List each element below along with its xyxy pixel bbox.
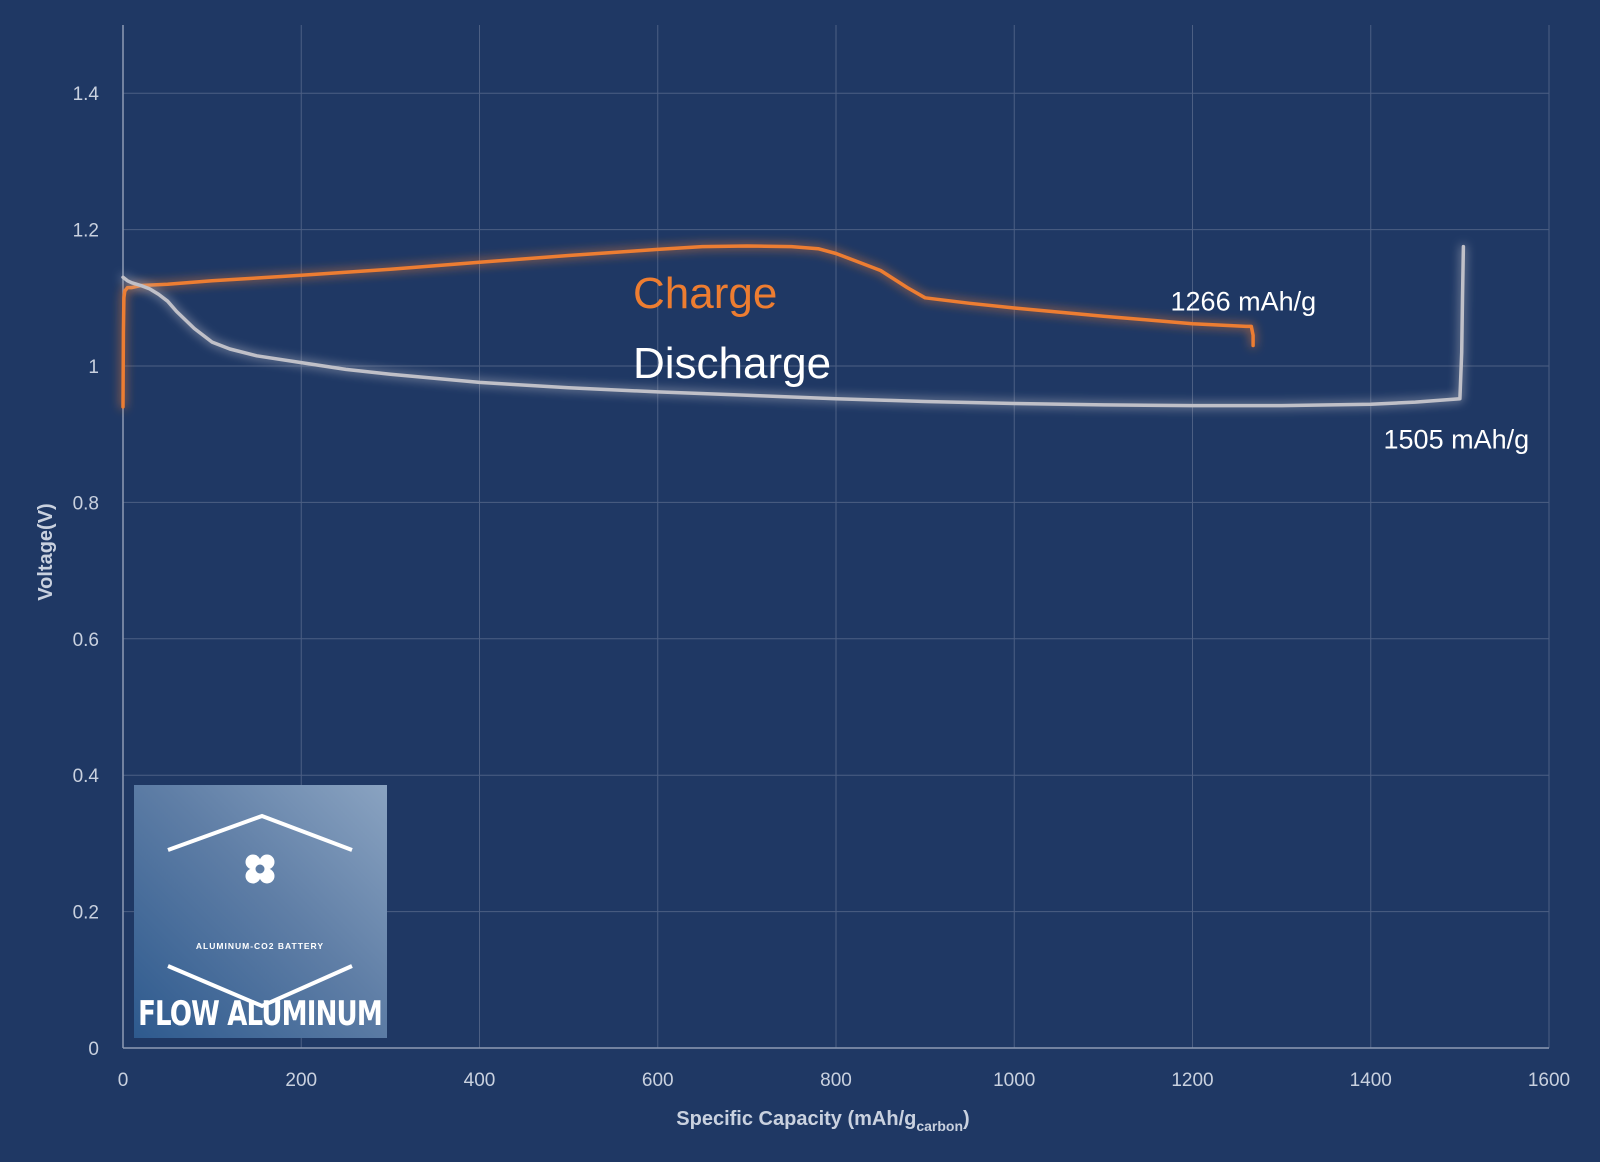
y-tick-label-0: 0 bbox=[88, 1039, 99, 1060]
data-series bbox=[121, 244, 1466, 409]
logo-tagline: ALUMINUM-CO2 BATTERY bbox=[196, 941, 324, 951]
axes bbox=[122, 25, 1549, 1049]
y-tick-label-0.8: 0.8 bbox=[73, 493, 99, 514]
x-tick-label-800: 800 bbox=[820, 1070, 852, 1091]
y-tick-label-1: 1 bbox=[88, 357, 99, 378]
logo-flower-icon bbox=[245, 854, 275, 884]
annotation-charge-capacity: 1266 mAh/g bbox=[1171, 286, 1317, 316]
y-axis-title: Voltage(V) bbox=[35, 503, 57, 600]
y-tick-label-1.2: 1.2 bbox=[73, 221, 99, 242]
legend-label-charge: Charge bbox=[633, 269, 777, 318]
annotation-discharge-capacity: 1505 mAh/g bbox=[1384, 425, 1530, 455]
series-line-charge bbox=[121, 244, 1255, 409]
x-axis-title: Specific Capacity (mAh/gcarbon) bbox=[676, 1108, 969, 1134]
y-tick-label-0.6: 0.6 bbox=[73, 630, 99, 651]
logo-top-chevron bbox=[167, 813, 353, 852]
x-tick-label-1000: 1000 bbox=[993, 1070, 1035, 1091]
y-tick-label-1.4: 1.4 bbox=[73, 84, 100, 105]
x-tick-label-0: 0 bbox=[118, 1070, 129, 1091]
tick-labels: 0 200 400 600 800 1000 1200 1400 1600 0 0.2 0.4 0.6 0… bbox=[73, 84, 1571, 1091]
x-tick-label-400: 400 bbox=[464, 1070, 496, 1091]
legend-label-discharge: Discharge bbox=[633, 339, 831, 388]
logo-bottom-chevron bbox=[167, 964, 353, 1009]
flow-aluminum-logo: FLOW ALUMINUM ALUMINUM-CO2 BATTERY bbox=[134, 785, 387, 1038]
logo-brand: FLOW ALUMINUM bbox=[138, 995, 382, 1034]
y-tick-label-0.2: 0.2 bbox=[73, 903, 99, 924]
x-tick-label-1400: 1400 bbox=[1350, 1070, 1392, 1091]
x-tick-label-1200: 1200 bbox=[1171, 1070, 1213, 1091]
x-tick-label-1600: 1600 bbox=[1528, 1070, 1570, 1091]
x-tick-label-200: 200 bbox=[285, 1070, 317, 1091]
x-tick-label-600: 600 bbox=[642, 1070, 674, 1091]
series-line-discharge bbox=[121, 244, 1466, 408]
annotations: 1266 mAh/g 1505 mAh/g bbox=[1171, 286, 1530, 454]
y-tick-label-0.4: 0.4 bbox=[73, 766, 100, 787]
